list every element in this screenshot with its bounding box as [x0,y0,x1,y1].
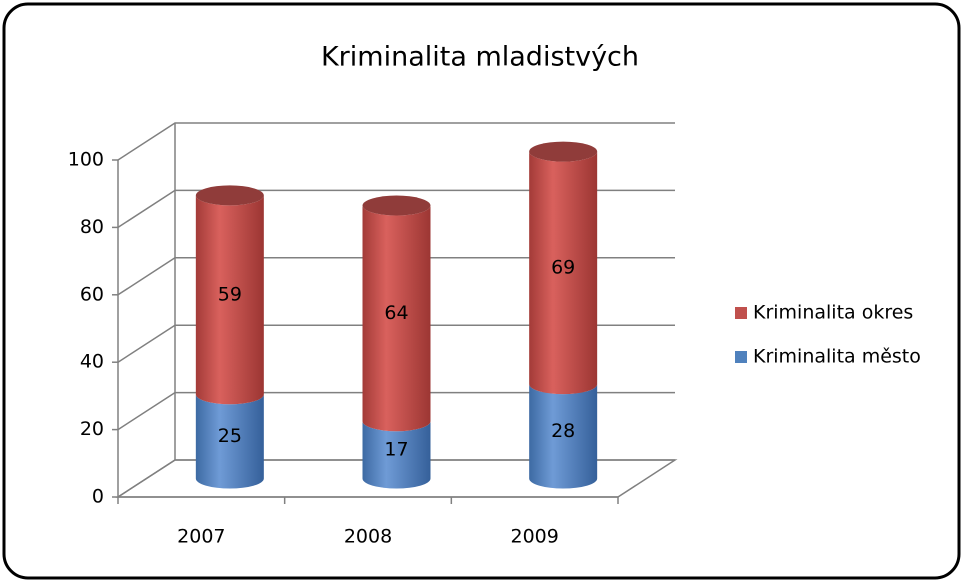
x-tick-label: 2008 [344,526,392,548]
data-label: 59 [218,283,242,305]
y-tick-label: 20 [80,418,104,440]
grid-line [117,257,675,296]
cylinder-top [529,141,598,162]
cylinder-segment [529,384,598,489]
data-label: 64 [384,302,408,324]
y-tick-label: 80 [80,216,104,238]
legend-label: Kriminalita město [753,346,921,368]
cylinder-segment [195,195,264,405]
cylinder-segment [529,151,598,395]
data-label: 17 [384,438,408,460]
cylinder-top [195,185,264,206]
y-tick-label: 0 [92,486,104,508]
legend-label: Kriminalita okres [753,302,913,324]
grid-line [117,324,675,363]
cylinder-top [362,195,431,216]
legend-swatch [735,351,747,363]
grid-line [117,189,675,229]
cylinder-segment [195,394,264,489]
cylinder-segment [362,421,431,489]
grid-line [117,459,675,498]
y-tick-label: 60 [80,283,104,305]
x-tick-label: 2007 [177,526,225,548]
data-label: 25 [218,425,242,447]
grid-line [117,391,675,431]
y-tick-label: 40 [80,351,104,373]
data-label: 69 [551,256,575,278]
chart-title: Kriminalita mladistvých [321,42,639,73]
data-label: 28 [551,420,575,442]
legend-swatch [735,307,747,319]
grid-line [117,122,675,161]
y-tick-label: 100 [68,149,104,171]
cylinder-segment [362,205,431,432]
x-tick-label: 2009 [510,526,558,548]
